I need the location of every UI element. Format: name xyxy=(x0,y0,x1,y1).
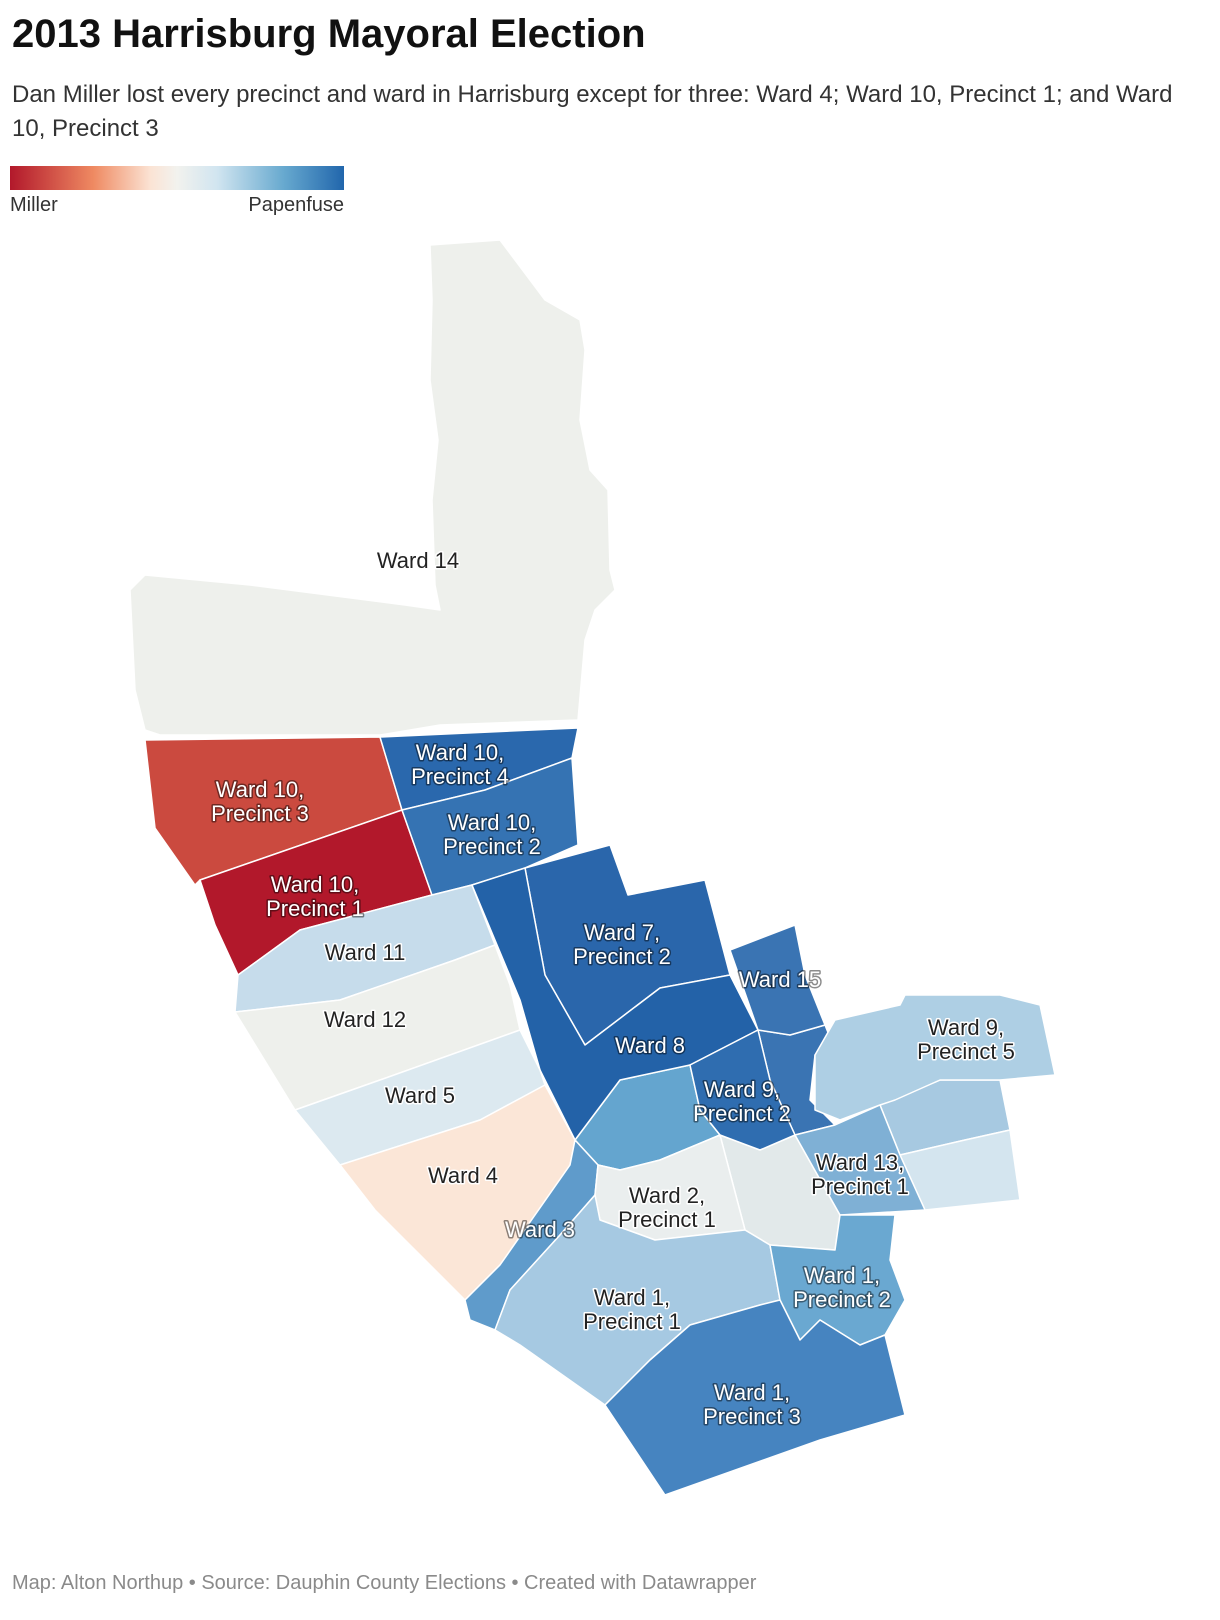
region-label-ward-10-p3: Ward 10, Precinct 3 xyxy=(211,777,309,826)
region-label-line: Ward 5 xyxy=(385,1083,455,1108)
region-label-ward-5: Ward 5 xyxy=(385,1083,455,1108)
region-label-ward-15: Ward 15 xyxy=(739,967,821,992)
region-label-line: Ward 9, xyxy=(928,1015,1004,1040)
legend-low-label: Miller xyxy=(10,194,58,216)
region-label-line: Ward 15 xyxy=(739,967,821,992)
region-label-line: Precinct 2 xyxy=(443,834,541,859)
region-label-ward-7-p2: Ward 7, Precinct 2 xyxy=(573,920,671,969)
region-ward-9-p2[interactable] xyxy=(689,1029,796,1151)
region-label-line: Ward 14 xyxy=(377,548,459,573)
region-label-ward-11: Ward 11 xyxy=(325,940,406,965)
source-footer: Map: Alton Northup • Source: Dauphin Cou… xyxy=(12,1572,757,1594)
region-label-line: Ward 1, xyxy=(804,1263,880,1288)
region-label-line: Ward 10, xyxy=(216,777,304,802)
region-label-ward-13-p1: Ward 13, Precinct 1 xyxy=(811,1150,909,1199)
legend-high-label: Papenfuse xyxy=(248,194,344,216)
legend-gradient-bar xyxy=(10,166,344,190)
region-label-line: Ward 13, xyxy=(816,1150,904,1175)
region-label-ward-10-p2: Ward 10, Precinct 2 xyxy=(443,810,541,859)
region-label-ward-2-p1: Ward 2, Precinct 1 xyxy=(618,1183,716,1232)
region-label-ward-10-p1: Ward 10, Precinct 1 xyxy=(266,872,364,921)
region-label-line: Ward 11 xyxy=(325,940,406,965)
region-label-ward-1-p1: Ward 1, Precinct 1 xyxy=(583,1285,681,1334)
region-label-line: Ward 7, xyxy=(584,920,660,945)
region-ward-14[interactable] xyxy=(129,239,616,736)
region-label-line: Ward 1, xyxy=(714,1380,790,1405)
region-label-ward-14: Ward 14 xyxy=(377,548,459,573)
region-label-line: Precinct 2 xyxy=(793,1287,891,1312)
region-label-line: Ward 1, xyxy=(594,1285,670,1310)
region-label-ward-1-p3: Ward 1, Precinct 3 xyxy=(703,1380,801,1429)
region-label-ward-4: Ward 4 xyxy=(428,1163,498,1188)
region-ward-9-p5[interactable] xyxy=(814,994,1056,1121)
chart-title: 2013 Harrisburg Mayoral Election xyxy=(12,12,646,56)
region-label-line: Precinct 5 xyxy=(917,1039,1015,1064)
region-label-line: Ward 9, xyxy=(704,1077,780,1102)
region-label-ward-9-p5: Ward 9, Precinct 5 xyxy=(917,1015,1015,1064)
chart-subtitle: Dan Miller lost every precinct and ward … xyxy=(12,81,1173,142)
region-label-line: Ward 8 xyxy=(615,1033,685,1058)
region-label-line: Precinct 1 xyxy=(618,1207,716,1232)
region-label-line: Precinct 3 xyxy=(703,1404,801,1429)
region-label-line: Ward 4 xyxy=(428,1163,498,1188)
region-label-line: Ward 10, xyxy=(448,810,536,835)
region-label-ward-1-p2: Ward 1, Precinct 2 xyxy=(793,1263,891,1312)
color-legend: Miller Papenfuse xyxy=(10,166,344,222)
region-label-line: Precinct 3 xyxy=(211,801,309,826)
region-label-ward-10-p4: Ward 10, Precinct 4 xyxy=(411,740,509,789)
region-label-line: Ward 2, xyxy=(629,1183,705,1208)
region-label-line: Precinct 2 xyxy=(693,1101,791,1126)
region-label-line: Ward 10, xyxy=(416,740,504,765)
region-label-line: Precinct 4 xyxy=(411,764,509,789)
region-label-ward-12: Ward 12 xyxy=(324,1007,406,1032)
region-label-line: Ward 3 xyxy=(505,1217,575,1242)
map-shapes xyxy=(129,239,1056,1496)
region-label-ward-3: Ward 3 xyxy=(505,1217,575,1242)
region-label-line: Ward 10, xyxy=(271,872,359,897)
region-label-line: Precinct 1 xyxy=(266,896,364,921)
region-label-line: Precinct 1 xyxy=(811,1174,909,1199)
region-ward-1-p3[interactable] xyxy=(604,1299,906,1496)
region-label-line: Precinct 2 xyxy=(573,944,671,969)
region-label-line: Precinct 1 xyxy=(583,1309,681,1334)
region-label-line: Ward 12 xyxy=(324,1007,406,1032)
region-label-ward-8: Ward 8 xyxy=(615,1033,685,1058)
region-label-ward-9-p2: Ward 9, Precinct 2 xyxy=(693,1077,791,1126)
